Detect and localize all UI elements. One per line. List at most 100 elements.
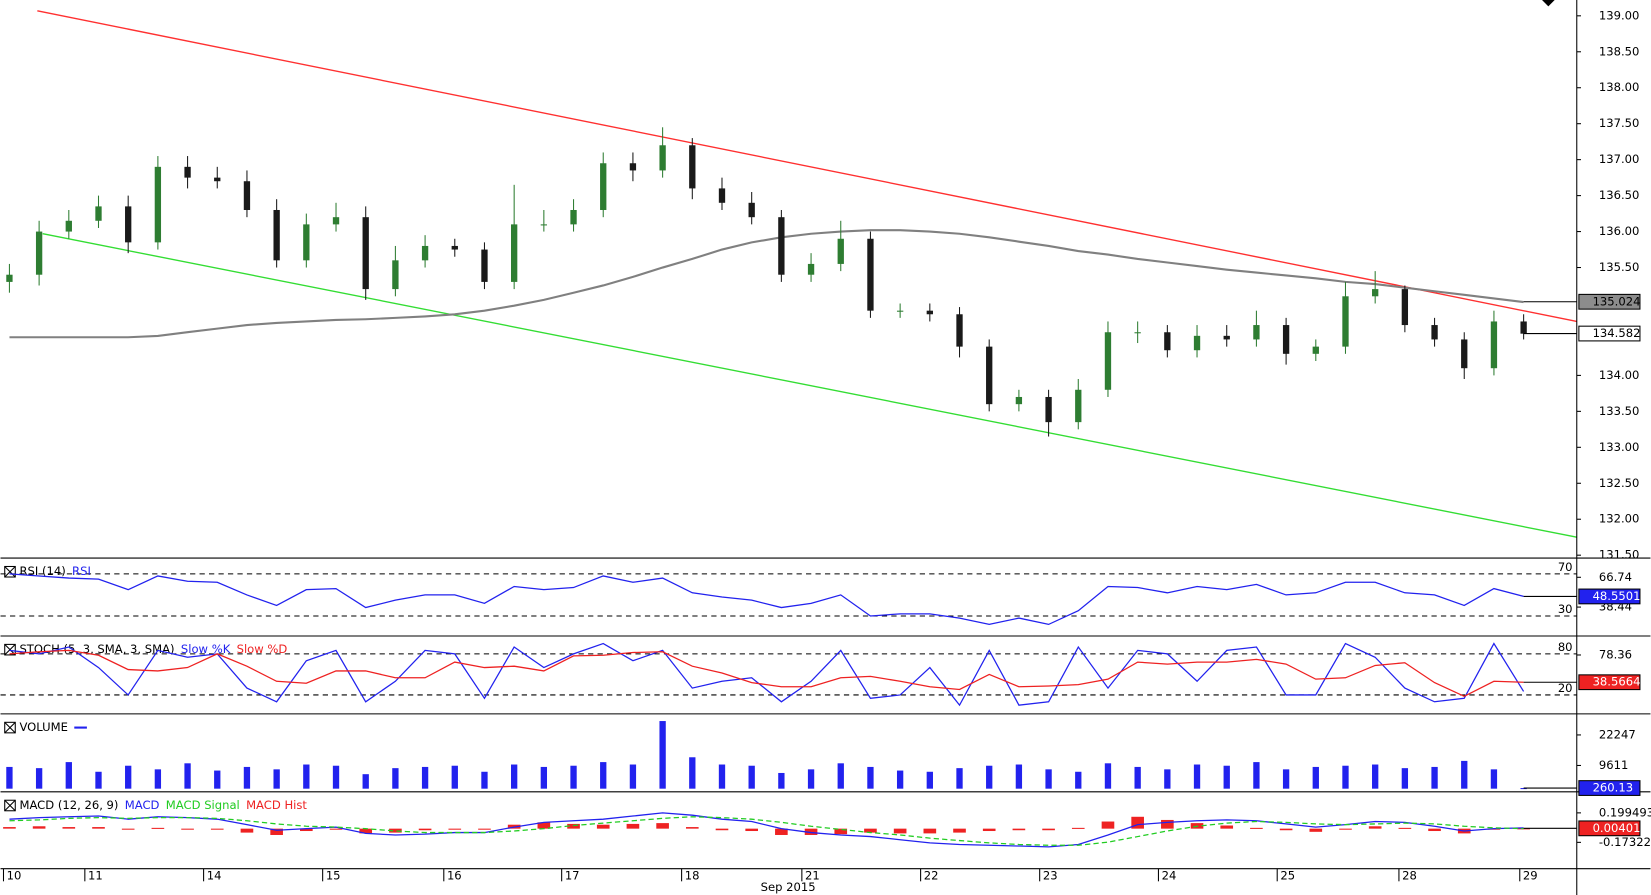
macd-hist xyxy=(62,827,76,829)
volume-bar xyxy=(778,772,785,789)
volume-bar xyxy=(125,765,132,789)
volume-bar xyxy=(1431,766,1438,789)
level-label: 30 xyxy=(1558,602,1573,616)
macd-hist xyxy=(1042,828,1055,831)
x-tick-label: 11 xyxy=(88,869,103,883)
macd-hist xyxy=(864,828,877,833)
candle-body xyxy=(481,249,488,282)
x-tick-label: 22 xyxy=(924,869,939,883)
y-tick-label: 132.50 xyxy=(1599,476,1640,490)
macd-hist xyxy=(626,823,640,829)
candle-body xyxy=(65,220,72,232)
macd-hist xyxy=(923,828,937,834)
candle-body xyxy=(1015,396,1023,405)
volume-bar xyxy=(1075,771,1082,789)
macd-hist xyxy=(478,828,491,830)
macd-hist xyxy=(982,828,996,832)
candle-body xyxy=(1134,332,1141,334)
panel-toggle xyxy=(4,565,16,578)
volume-bar xyxy=(956,768,963,789)
candle-body xyxy=(659,145,666,171)
candle-body xyxy=(1461,339,1468,369)
x-tick-label: 15 xyxy=(326,869,341,883)
panel-toggle-cross xyxy=(4,721,16,734)
level-label: 20 xyxy=(1558,681,1573,695)
volume-bar xyxy=(600,762,607,789)
volume-bar xyxy=(154,769,162,789)
moving-average xyxy=(9,229,1524,339)
volume-bar xyxy=(1372,764,1379,789)
volume-bar xyxy=(1193,764,1201,789)
macd-hist xyxy=(775,828,788,835)
candle-body xyxy=(184,166,191,178)
macd-hist xyxy=(715,828,729,831)
y-tick-label: 138.50 xyxy=(1599,44,1640,58)
volume-bar xyxy=(421,766,429,789)
candle-body xyxy=(1312,346,1319,354)
y-tick-label: 133.00 xyxy=(1599,440,1640,454)
volume-bar xyxy=(629,764,637,789)
candle-body xyxy=(778,217,785,275)
macd-hist xyxy=(1279,828,1293,831)
volume-bar xyxy=(689,757,696,789)
candle-body xyxy=(6,274,13,282)
candle-body xyxy=(154,166,162,243)
x-tick-label: 18 xyxy=(685,869,700,883)
panel-title: STOCH (5, 3, SMA, 3, SMA) xyxy=(19,642,174,656)
legend-entry: MACD xyxy=(125,798,160,812)
panel-title: MACD (12, 26, 9) xyxy=(19,798,118,812)
volume-bar xyxy=(896,770,904,789)
volume-bar xyxy=(214,770,221,789)
y-tick-label: 0.1994937 xyxy=(1599,805,1651,819)
candle-body xyxy=(748,202,755,218)
macd-hist xyxy=(3,827,16,829)
x-tick-label: 21 xyxy=(805,869,820,883)
scroll-marker xyxy=(1542,0,1555,7)
volume-bar xyxy=(1461,760,1468,789)
last-value-label: 0.0040182 xyxy=(1593,821,1651,835)
volume-bar xyxy=(659,721,666,789)
macd-hist xyxy=(1220,825,1234,829)
macd-hist xyxy=(32,826,46,829)
volume-bar xyxy=(332,765,340,789)
volume-bar xyxy=(6,766,13,789)
indicator-line xyxy=(9,642,1525,707)
volume-bar xyxy=(184,763,191,789)
volume-bar xyxy=(1164,769,1171,789)
x-tick-label: 23 xyxy=(1043,869,1058,883)
candle-body xyxy=(1490,321,1498,369)
macd-hist xyxy=(745,828,759,832)
y-tick-label: 133.50 xyxy=(1599,404,1640,418)
panel-toggle xyxy=(4,721,16,734)
volume-bar xyxy=(95,771,102,789)
candle-body xyxy=(1431,325,1438,340)
candle-body xyxy=(303,224,310,261)
candle-body xyxy=(273,209,280,261)
macd-hist xyxy=(1131,816,1144,829)
panel-toggle-cross xyxy=(4,566,16,578)
macd-hist xyxy=(389,828,402,833)
panel-title: VOLUME xyxy=(19,720,67,734)
macd-hist xyxy=(804,828,818,835)
macd-hist xyxy=(567,823,580,829)
volume-bar xyxy=(392,768,399,789)
candle-body xyxy=(926,310,933,315)
volume-bar xyxy=(481,771,488,789)
volume-bar xyxy=(748,765,755,789)
y-tick-label: 131.50 xyxy=(1599,548,1640,562)
trendline xyxy=(42,233,1577,538)
y-tick-label: 135.50 xyxy=(1599,260,1640,274)
macd-hist xyxy=(329,828,343,830)
macd-hist xyxy=(300,828,313,832)
x-axis-label: Sep 2015 xyxy=(761,880,816,894)
y-tick-label: 137.50 xyxy=(1599,116,1640,130)
candle-body xyxy=(1342,296,1349,347)
macd-hist xyxy=(270,828,283,835)
candle-body xyxy=(35,231,43,275)
macd-hist xyxy=(893,828,907,834)
volume-bar xyxy=(451,765,458,789)
candle-body xyxy=(896,310,904,312)
volume-bar xyxy=(1490,769,1498,789)
